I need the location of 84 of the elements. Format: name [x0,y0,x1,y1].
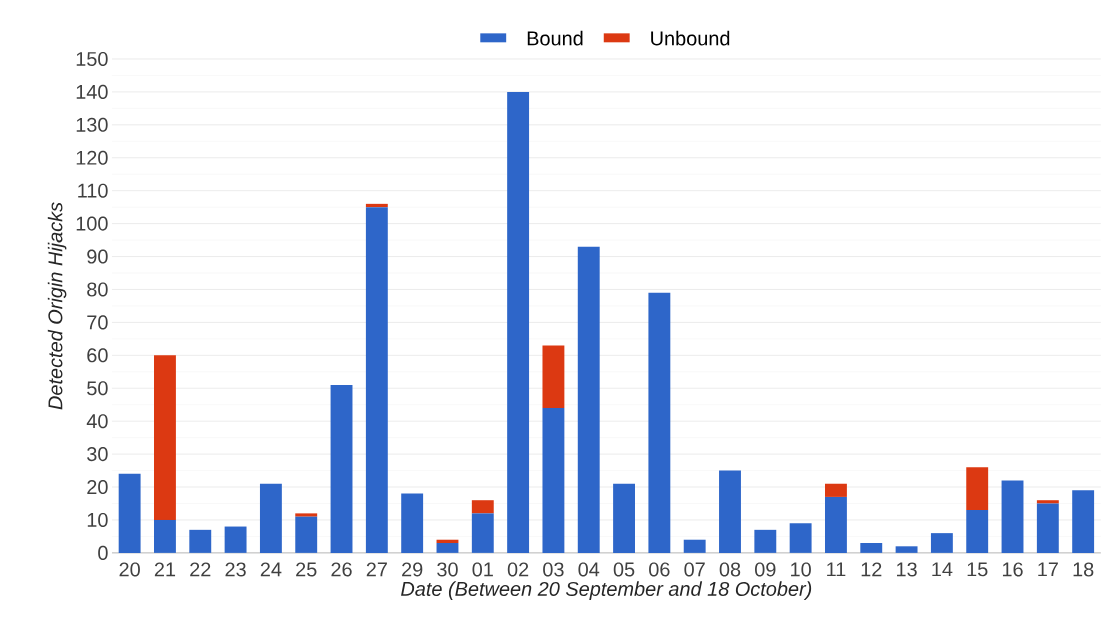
bar [365,207,388,553]
y-tick-label: 140 [76,84,108,100]
y-tick-label: 70 [87,315,108,330]
x-tick-label: 24 [260,562,282,577]
x-tick-label: 14 [932,562,953,577]
bar [330,385,353,553]
bar [577,246,600,553]
x-tick-label: 21 [154,562,176,577]
bar [295,513,318,517]
x-tick-label: 15 [967,562,988,577]
y-tick-label: 60 [87,348,108,363]
x-tick-label: 08 [719,562,741,577]
x-tick-label: 01 [472,562,493,577]
bar [154,355,176,521]
y-tick-label: 0 [98,545,108,560]
y-tick-label: 110 [78,183,108,198]
bar [507,91,530,553]
x-tick-label: 05 [613,562,635,577]
x-tick-label: 25 [296,562,317,577]
x-tick-label: 30 [437,562,458,577]
bar [966,467,989,511]
y-tick-label: 130 [76,117,108,132]
x-tick-label: 29 [402,562,423,577]
x-tick-label: 26 [331,562,352,577]
y-tick-label: 80 [87,282,108,297]
y-tick-label: 150 [76,51,108,67]
x-tick-label: 13 [897,562,917,577]
bar [542,408,565,553]
bar [895,546,918,553]
bar [719,470,741,553]
bar [613,483,635,553]
x-tick-label: 18 [1073,562,1094,577]
x-tick-label: 12 [861,562,882,577]
x-tick-label: 27 [366,562,387,577]
bar [471,500,494,514]
bar [789,523,812,553]
bar [1036,503,1059,553]
y-tick-label: 10 [87,512,108,528]
bar [966,510,989,553]
x-tick-label: 16 [1002,562,1023,577]
y-tick-label: 40 [86,414,108,429]
x-tick-label: 04 [578,562,600,577]
x-tick-label: 11 [827,562,846,577]
bar [259,483,282,553]
legend-label: Unbound [651,30,730,46]
bar [648,292,671,553]
y-tick-label: 50 [87,381,108,396]
x-tick-label: 20 [119,562,140,577]
x-tick-label: 10 [791,562,811,577]
bar [118,473,141,553]
x-tick-label: 22 [190,562,211,577]
bar [754,529,777,553]
bar [365,203,388,208]
bar [471,513,494,553]
bar [436,543,459,553]
x-tick-label: 02 [507,562,529,577]
bar [295,516,318,553]
bar [860,543,883,553]
x-tick-label: 09 [755,562,776,577]
bar [1036,500,1059,504]
y-tick-label: 100 [76,216,108,231]
x-tick-label: 23 [225,562,246,577]
x-tick-label: 06 [649,562,670,577]
x-tick-label: 17 [1038,562,1058,577]
y-tick-label: 90 [87,249,108,264]
y-tick-label: 20 [87,480,108,495]
bar [224,526,247,553]
x-tick-label: 03 [543,562,564,577]
bar [1001,480,1024,553]
bar [1072,490,1095,553]
y-tick-label: 120 [76,150,108,165]
bar [189,529,212,553]
bar [930,533,953,553]
bar [154,520,176,553]
y-axis-title: Detected Origin Hijacks [47,202,67,410]
y-tick-label: 30 [87,447,108,462]
bar [683,539,706,553]
legend-label: Bound [527,30,583,46]
bar [542,345,565,409]
x-axis-title: Date (Between 20 September and 18 October) [401,581,812,600]
bar [825,496,847,553]
bar [401,493,424,553]
bar [825,483,847,497]
x-tick-label: 07 [684,562,705,577]
